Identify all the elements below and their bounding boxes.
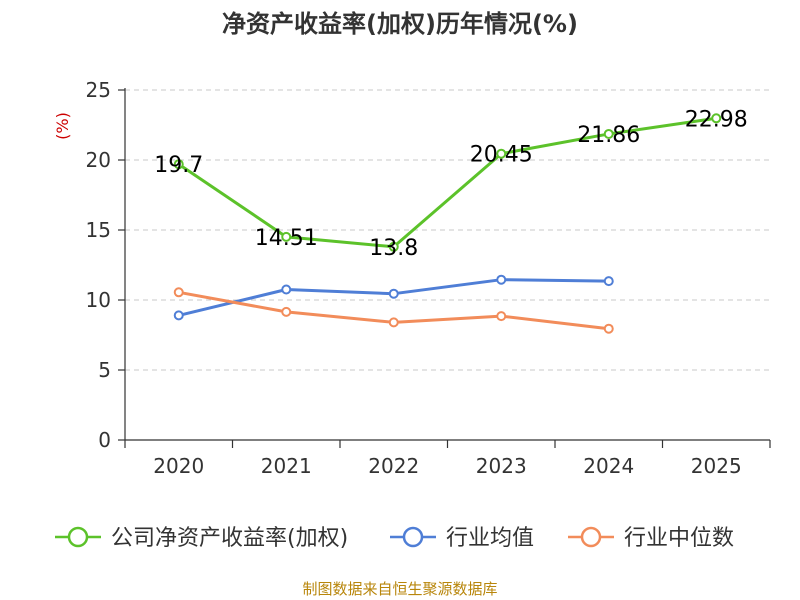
legend-label: 行业均值 — [446, 526, 534, 551]
data-label: 22.98 — [685, 107, 748, 132]
legend: 公司净资产收益率(加权) 行业均值 行业中位数 — [55, 526, 734, 551]
x-tick-label: 2020 — [153, 454, 204, 478]
data-point — [603, 323, 614, 334]
data-point — [173, 287, 184, 298]
data-label: 14.51 — [255, 226, 318, 251]
data-label: 19.7 — [154, 153, 203, 178]
data-point — [281, 306, 292, 317]
data-point — [388, 317, 399, 328]
y-tick-label: 10 — [86, 288, 111, 312]
data-point — [388, 288, 399, 299]
data-point — [496, 274, 507, 285]
chart-title: 净资产收益率(加权)历年情况(%) — [222, 10, 578, 38]
x-tick-label: 2023 — [476, 454, 527, 478]
y-tick-label: 20 — [86, 148, 111, 172]
data-point — [496, 311, 507, 322]
data-point — [711, 113, 722, 124]
series-line — [177, 116, 717, 249]
data-label: 13.8 — [369, 236, 418, 261]
data-point — [281, 284, 292, 295]
x-tick-label: 2021 — [261, 454, 312, 478]
data-point — [496, 148, 507, 159]
x-tick-label: 2022 — [368, 454, 419, 478]
series-group — [173, 113, 722, 334]
data-point — [603, 128, 614, 139]
y-tick-label: 5 — [98, 358, 111, 382]
data-labels: 19.7 14.51 13.8 20.45 21.86 22.98 — [154, 107, 747, 261]
data-point — [603, 276, 614, 287]
data-point — [388, 241, 399, 252]
data-label: 20.45 — [470, 143, 533, 168]
data-label: 21.86 — [577, 123, 640, 148]
y-tick-label: 15 — [86, 218, 111, 242]
grid-lines — [125, 89, 770, 371]
data-point — [173, 310, 184, 321]
legend-marker — [402, 526, 424, 548]
legend-marker — [67, 526, 89, 548]
source-note: 制图数据来自恒生聚源数据库 — [302, 580, 497, 598]
data-point — [173, 159, 184, 170]
legend-label: 行业中位数 — [624, 526, 734, 551]
x-tick-label: 2024 — [583, 454, 634, 478]
x-tick-label: 2025 — [691, 454, 742, 478]
y-tick-label: 25 — [86, 78, 111, 102]
y-tick-label: 0 — [98, 428, 111, 452]
legend-marker — [580, 526, 602, 548]
legend-label: 公司净资产收益率(加权) — [111, 526, 348, 551]
y-axis-unit-label: (%) — [53, 112, 72, 140]
data-point — [281, 231, 292, 242]
